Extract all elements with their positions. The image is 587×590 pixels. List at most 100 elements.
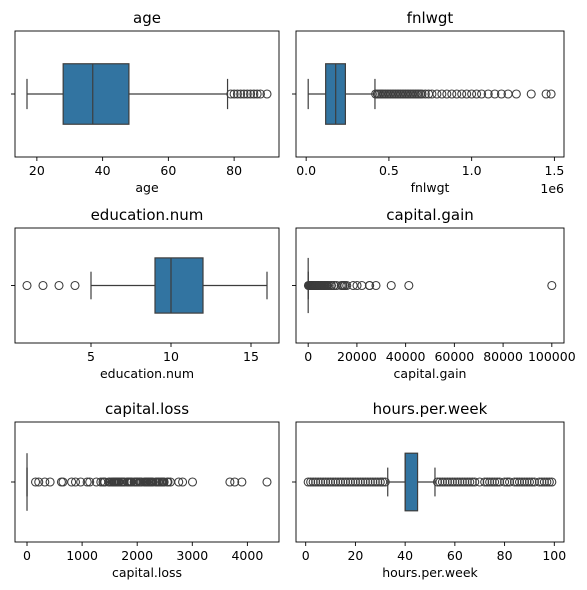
- subplot-title: capital.loss: [105, 400, 189, 418]
- outlier-point: [465, 477, 475, 487]
- outlier-point: [457, 89, 467, 99]
- x-tick-label: 0.0: [296, 163, 316, 178]
- x-offset-label: 1e6: [540, 181, 564, 196]
- subplot-title: capital.gain: [386, 206, 474, 224]
- outlier-point: [546, 89, 556, 99]
- outlier-point: [174, 477, 184, 487]
- outlier-point: [483, 89, 493, 99]
- outlier-point: [470, 477, 480, 487]
- outlier-point: [70, 477, 81, 487]
- x-tick-label: 20000: [337, 349, 377, 364]
- outlier-point: [524, 477, 534, 487]
- x-tick-label: 2000: [121, 548, 153, 563]
- x-tick-label: 0: [23, 548, 31, 563]
- x-tick-label: 40: [397, 548, 413, 563]
- outlier-point: [262, 477, 272, 487]
- x-tick-label: 5: [87, 349, 95, 364]
- outlier-point: [187, 477, 198, 487]
- x-axis-label: education.num: [100, 366, 194, 381]
- outlier-point: [232, 89, 242, 99]
- x-axis-label: fnlwgt: [411, 180, 450, 195]
- outlier-point: [490, 477, 500, 487]
- x-tick-label: 80000: [483, 349, 523, 364]
- outlier-point: [442, 89, 452, 99]
- subplot-title: fnlwgt: [407, 9, 454, 27]
- x-tick-label: 60: [447, 548, 463, 563]
- x-tick-label: 10: [163, 349, 179, 364]
- outlier-point: [500, 477, 510, 487]
- outlier-point: [547, 280, 557, 291]
- subplot-4: capital.loss 0 1000 2000 3000 4000 capital.los…: [11, 400, 280, 580]
- outlier-point: [237, 477, 247, 487]
- outlier-point: [236, 89, 246, 99]
- outlier-point: [472, 89, 482, 99]
- outlier-point: [326, 280, 337, 291]
- outlier-point: [159, 477, 169, 487]
- outlier-point: [225, 477, 235, 487]
- outlier-point: [404, 280, 414, 291]
- outlier-point: [542, 477, 552, 487]
- outlier-point: [70, 280, 80, 291]
- outlier-point: [148, 477, 158, 487]
- outlier-point: [427, 89, 437, 99]
- x-tick-label: 0: [304, 349, 312, 364]
- x-tick-label: 40000: [386, 349, 426, 364]
- x-axis-label: capital.gain: [394, 366, 467, 381]
- outlier-point: [378, 477, 388, 487]
- subplot-2: education.num 5 10 15 education.num: [11, 206, 280, 381]
- outlier-point: [541, 89, 551, 99]
- outlier-point: [417, 89, 427, 99]
- outlier-point: [178, 477, 188, 487]
- outlier-point: [30, 477, 41, 487]
- outlier-point: [252, 89, 262, 99]
- outlier-point: [85, 477, 95, 487]
- outlier-point: [45, 477, 55, 487]
- outlier-point: [452, 89, 462, 99]
- x-axis-label: capital.loss: [112, 565, 182, 580]
- outlier-point: [375, 477, 385, 487]
- outlier-point: [82, 477, 92, 487]
- outlier-point: [437, 89, 447, 99]
- iqr-box: [404, 452, 419, 512]
- outlier-point: [34, 477, 44, 487]
- outlier-point: [477, 89, 487, 99]
- x-tick-label: 0: [302, 548, 310, 563]
- x-tick-label: 80: [497, 548, 513, 563]
- subplot-title: hours.per.week: [373, 400, 488, 418]
- x-tick-label: 1000: [66, 548, 98, 563]
- subplot-3: capital.gain 0 20000 40000 60000 80000 100000 c…: [292, 206, 576, 381]
- outlier-point: [462, 89, 472, 99]
- outlier-point: [352, 280, 362, 291]
- subplot-1: fnlwgt 0.0 0.5 1.0 1.5 1e6 fnlwgt: [292, 9, 565, 196]
- outlier-point: [22, 280, 32, 291]
- outlier-point: [38, 280, 48, 291]
- outlier-point: [386, 280, 396, 291]
- subplot-title: education.num: [91, 206, 204, 224]
- outlier-point: [226, 89, 236, 99]
- x-tick-label: 100: [542, 548, 566, 563]
- x-tick-label: 60: [160, 163, 176, 178]
- outlier-point: [40, 477, 50, 487]
- outlier-point: [255, 89, 265, 99]
- outlier-point: [467, 89, 477, 99]
- outlier-point: [246, 89, 256, 99]
- subplot-title: age: [133, 9, 161, 27]
- x-tick-label: 20: [347, 548, 363, 563]
- outlier-point: [511, 89, 521, 99]
- x-tick-label: 60000: [434, 349, 474, 364]
- subplot-0: age 20 40 60 80 age: [11, 9, 280, 195]
- x-tick-label: 1.5: [544, 163, 564, 178]
- x-tick-label: 1.0: [462, 163, 482, 178]
- outlier-point: [262, 89, 272, 99]
- x-axis-label: hours.per.week: [382, 565, 478, 580]
- outlier-point: [496, 89, 506, 99]
- outlier-point: [547, 477, 557, 487]
- x-tick-label: 100000: [528, 349, 576, 364]
- outlier-point: [229, 89, 239, 99]
- outlier-point: [420, 89, 430, 99]
- outlier-point: [371, 280, 381, 291]
- subplot-5: hours.per.week 0 20 40 60 80 100 hours.per.week: [292, 400, 566, 580]
- outlier-point: [239, 89, 249, 99]
- outlier-point: [526, 89, 536, 99]
- outlier-point: [249, 89, 259, 99]
